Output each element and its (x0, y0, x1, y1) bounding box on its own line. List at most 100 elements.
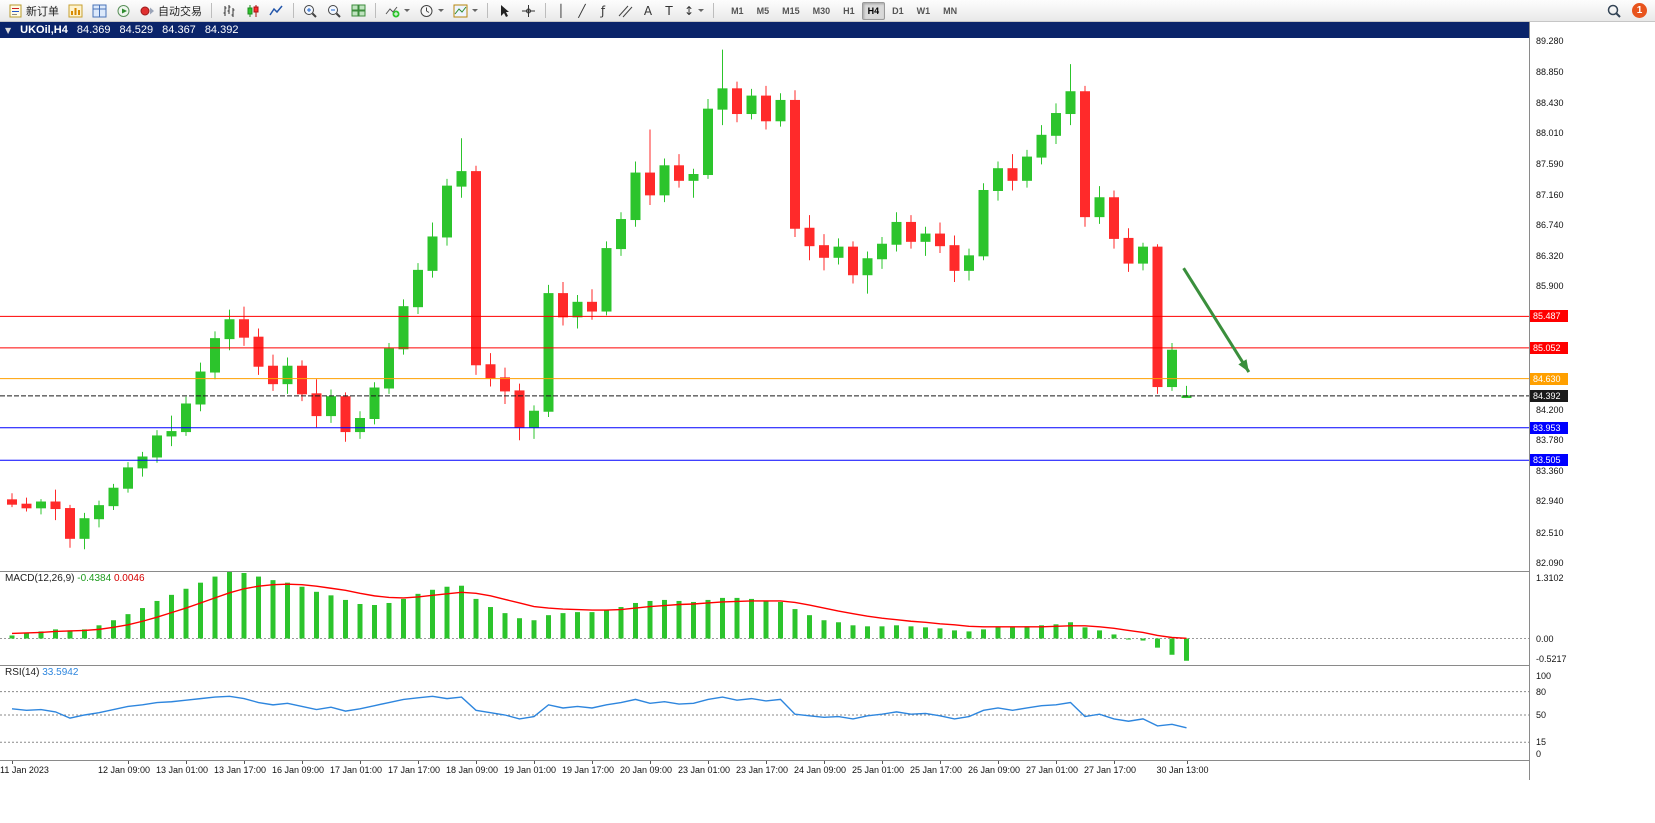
bar-chart-mode-button[interactable] (217, 1, 240, 20)
chart-window-titlebar[interactable]: ▼ UKOil,H4 84.369 84.529 84.367 84.392 (0, 22, 1529, 38)
price-axis-tick: 88.850 (1536, 67, 1564, 78)
time-axis-tickmark (302, 761, 303, 764)
timeframe-button-m15[interactable]: M15 (782, 5, 800, 16)
timeframe-button-w1[interactable]: W1 (916, 5, 931, 16)
rsi-chart-canvas[interactable] (0, 666, 1529, 759)
crosshair-button[interactable] (517, 1, 540, 20)
strategy-tester-button[interactable] (112, 1, 135, 20)
time-axis-tickmark (360, 761, 361, 764)
text-label-button[interactable]: T (659, 1, 679, 20)
price-chart-canvas[interactable] (0, 38, 1529, 571)
auto-trading-label: 自动交易 (158, 5, 202, 18)
price-axis-tick: 89.280 (1536, 35, 1564, 46)
macd-histogram-group (9, 572, 1189, 661)
time-axis-tickmark (244, 761, 245, 764)
template-icon (453, 4, 468, 17)
trendline-button[interactable]: ╱ (572, 1, 592, 20)
quote-low: 84.367 (162, 24, 196, 36)
zoom-out-button[interactable] (323, 1, 346, 20)
toolbar-separator (487, 3, 488, 18)
time-axis-label: 25 Jan 17:00 (910, 765, 963, 775)
rsi-value: 33.5942 (42, 667, 79, 678)
timeframe-button-m1[interactable]: M1 (731, 5, 744, 16)
current-price-label: 84.392 (1530, 389, 1568, 402)
timeframe-button-h1[interactable]: H1 (843, 5, 855, 16)
templates-dropdown-caret (472, 9, 478, 12)
new-order-label: 新订单 (26, 5, 59, 18)
periods-button[interactable] (415, 1, 448, 20)
time-axis-tickmark (1056, 761, 1057, 764)
toolbar-right-tools: 1 (1603, 1, 1651, 20)
fibonacci-button[interactable]: ƒ (593, 1, 613, 20)
price-axis-tick: 86.740 (1536, 220, 1564, 231)
price-axis-tick: 87.160 (1536, 189, 1564, 200)
line-price-label: 85.487 (1530, 310, 1568, 323)
quote-open: 84.369 (76, 24, 111, 36)
channel-icon (618, 5, 633, 17)
price-axis-tick: 86.320 (1536, 250, 1564, 261)
zoom-in-icon (304, 4, 317, 18)
price-axis-tick: 88.010 (1536, 128, 1564, 139)
auto-trading-button[interactable]: 自动交易 (136, 1, 206, 20)
time-axis-label: 18 Jan 09:00 (446, 765, 499, 775)
time-axis-tickmark (998, 761, 999, 764)
channel-button[interactable] (614, 1, 637, 20)
time-axis-tickmark (128, 761, 129, 764)
time-axis-label: 17 Jan 01:00 (330, 765, 383, 775)
time-axis-tickmark (940, 761, 941, 764)
notification-badge[interactable]: 1 (1632, 3, 1647, 18)
price-axis-tick: 85.900 (1536, 281, 1564, 292)
price-axis-tick: 82.940 (1536, 496, 1564, 507)
panel-separator[interactable] (0, 665, 1655, 666)
macd-chart-canvas[interactable] (0, 572, 1529, 665)
templates-button[interactable] (449, 1, 482, 20)
periods-dropdown-caret (438, 9, 444, 12)
macd-signal-line (11, 583, 1187, 639)
market-watch-button[interactable] (88, 1, 111, 20)
vertical-line-button[interactable]: │ (551, 1, 571, 20)
line-chart-mode-button[interactable] (265, 1, 288, 20)
timeframe-button-m5[interactable]: M5 (756, 5, 770, 16)
line-price-label: 85.052 (1530, 341, 1568, 354)
time-axis-tickmark (418, 761, 419, 764)
rsi-axis-tick: 100 (1536, 671, 1552, 681)
timeframe-button-m30[interactable]: M30 (812, 5, 831, 16)
time-axis[interactable]: 11 Jan 2023 12 Jan 09:00 13 Jan 01:00 13 Ja… (0, 760, 1529, 780)
macd-axis-tick: 1.3102 (1536, 573, 1564, 583)
price-axis[interactable]: 89.280 88.850 88.430 88.010 87.590 87.160 86.7… (1529, 22, 1655, 780)
toolbar-separator (375, 3, 376, 18)
tile-windows-button[interactable] (347, 1, 370, 20)
clock-icon (420, 4, 433, 17)
timeframe-button-mn[interactable]: MN (943, 5, 958, 16)
new-chart-button[interactable] (64, 1, 87, 20)
horizontal-lines-group (0, 315, 1529, 461)
time-axis-label: 13 Jan 17:00 (214, 765, 267, 775)
toolbar-separator (293, 3, 294, 18)
new-order-button[interactable]: 新订单 (4, 1, 63, 20)
search-button[interactable] (1603, 1, 1626, 20)
time-axis-tickmark (186, 761, 187, 764)
line-price-label: 84.630 (1530, 372, 1568, 385)
timeframe-button-h4[interactable]: H4 (861, 1, 886, 20)
price-axis-tick: 82.090 (1536, 558, 1564, 568)
main-toolbar: 新订单 自动交易 (0, 0, 1655, 22)
text-button[interactable]: A (638, 1, 658, 20)
macd-main-value: -0.4384 (77, 573, 112, 584)
text-label-icon: T (665, 3, 673, 18)
time-axis-tickmark (882, 761, 883, 764)
toolbar-separator (545, 3, 546, 18)
new-chart-icon (68, 4, 83, 17)
time-axis-label: 20 Jan 09:00 (620, 765, 673, 775)
panel-separator[interactable] (0, 571, 1655, 572)
timeframe-button-d1[interactable]: D1 (892, 5, 904, 16)
indicators-button[interactable] (381, 1, 414, 20)
price-axis-tick: 82.510 (1536, 527, 1564, 538)
candlestick-mode-button[interactable] (241, 1, 264, 20)
rsi-axis-tick: 50 (1536, 710, 1547, 720)
timeframe-toolbar: M1 M5 M15 M30 H1 H4 D1 W1 MN (725, 1, 963, 20)
cursor-button[interactable] (493, 1, 516, 20)
zoom-in-button[interactable] (299, 1, 322, 20)
arrows-button[interactable]: ↕ (680, 1, 708, 20)
one-click-trading-arrow-icon[interactable]: ▼ (5, 25, 12, 35)
